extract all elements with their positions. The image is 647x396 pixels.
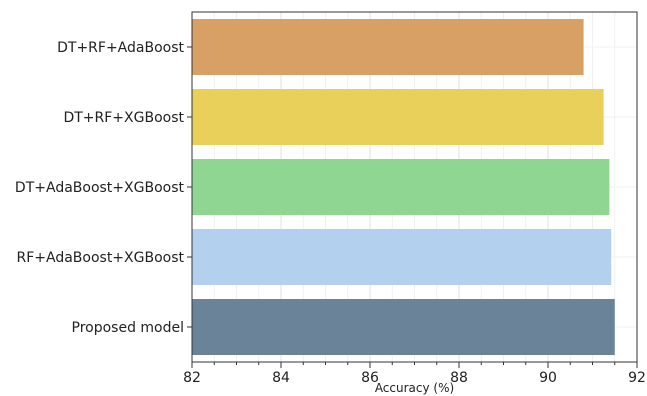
bar <box>192 159 610 215</box>
x-axis: 82 84 86 88 90 92 <box>183 362 646 386</box>
bar <box>192 89 604 145</box>
bar <box>192 299 615 355</box>
x-tick-label: 86 <box>361 370 379 386</box>
bar <box>192 19 584 75</box>
x-tick-label: 88 <box>450 370 468 386</box>
bar <box>192 229 612 285</box>
category-label: RF+AdaBoost+XGBoost <box>16 250 184 266</box>
x-tick-label: 82 <box>183 370 201 386</box>
category-label: DT+RF+AdaBoost <box>57 40 184 56</box>
x-tick-label: 84 <box>272 370 290 386</box>
category-label: Proposed model <box>72 320 185 336</box>
x-tick-label: 90 <box>539 370 557 386</box>
bars <box>192 19 615 355</box>
category-label: DT+RF+XGBoost <box>63 110 184 126</box>
x-axis-title: Accuracy (%) <box>375 381 454 395</box>
x-tick-label: 92 <box>628 370 646 386</box>
category-label: DT+AdaBoost+XGBoost <box>15 180 185 196</box>
y-axis: DT+RF+AdaBoost DT+RF+XGBoost DT+AdaBoost+X… <box>15 40 192 336</box>
